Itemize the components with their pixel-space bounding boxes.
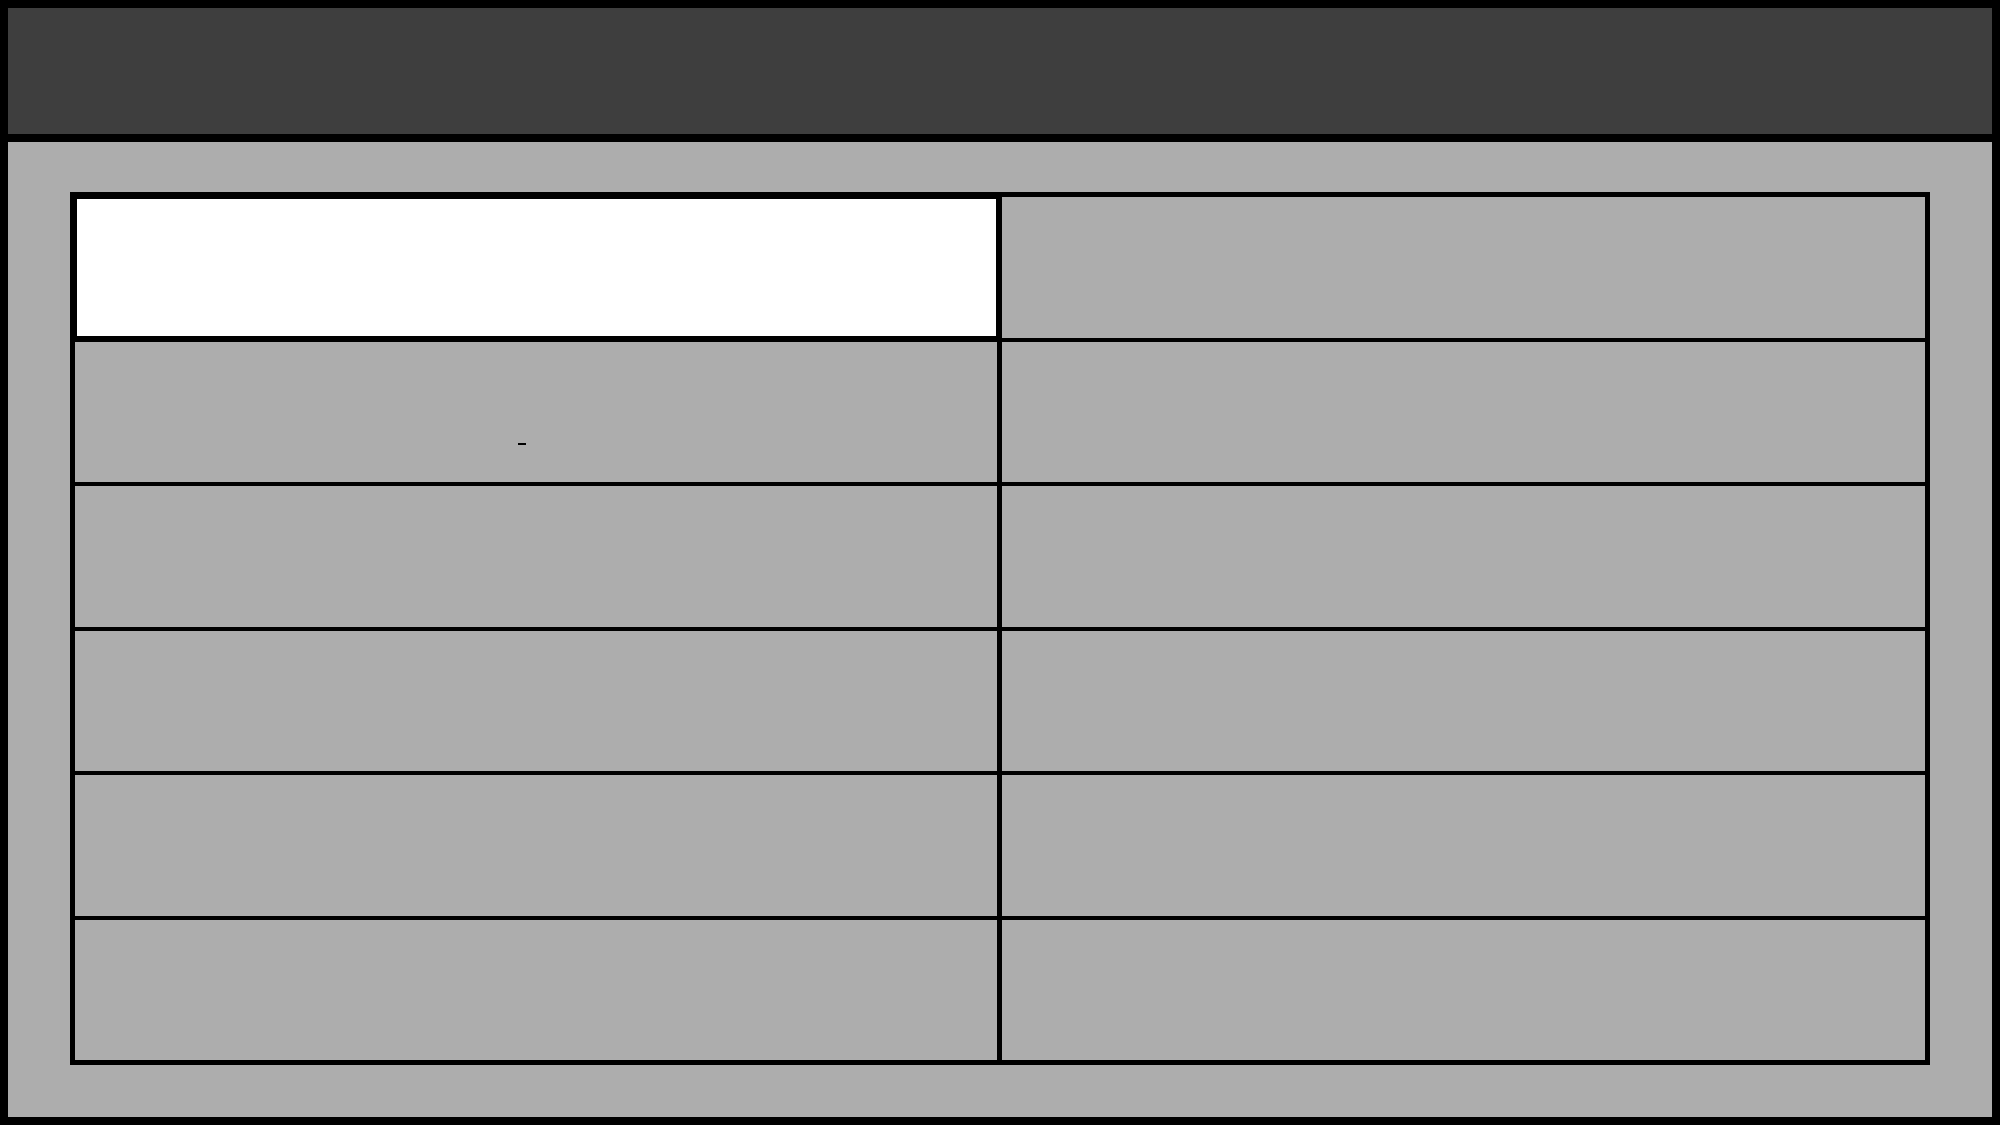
grid-cell-4-1[interactable] <box>1000 773 1927 918</box>
grid-cell-3-0[interactable] <box>73 629 1000 774</box>
grid-cell-4-0[interactable] <box>73 773 1000 918</box>
grid-cell-5-1[interactable] <box>1000 918 1927 1063</box>
header-bar <box>8 8 1992 142</box>
grid-cell-0-0[interactable] <box>73 195 1000 340</box>
grid-container <box>70 192 1930 1065</box>
grid-cell-2-1[interactable] <box>1000 484 1927 629</box>
grid-cell-0-1[interactable] <box>1000 195 1927 340</box>
cursor-mark <box>518 443 526 445</box>
content-area <box>8 142 1992 1117</box>
grid-cell-2-0[interactable] <box>73 484 1000 629</box>
grid-cell-1-1[interactable] <box>1000 340 1927 485</box>
grid-cell-3-1[interactable] <box>1000 629 1927 774</box>
grid-cell-1-0[interactable] <box>73 340 1000 485</box>
grid-cell-5-0[interactable] <box>73 918 1000 1063</box>
window-frame <box>0 0 2000 1125</box>
